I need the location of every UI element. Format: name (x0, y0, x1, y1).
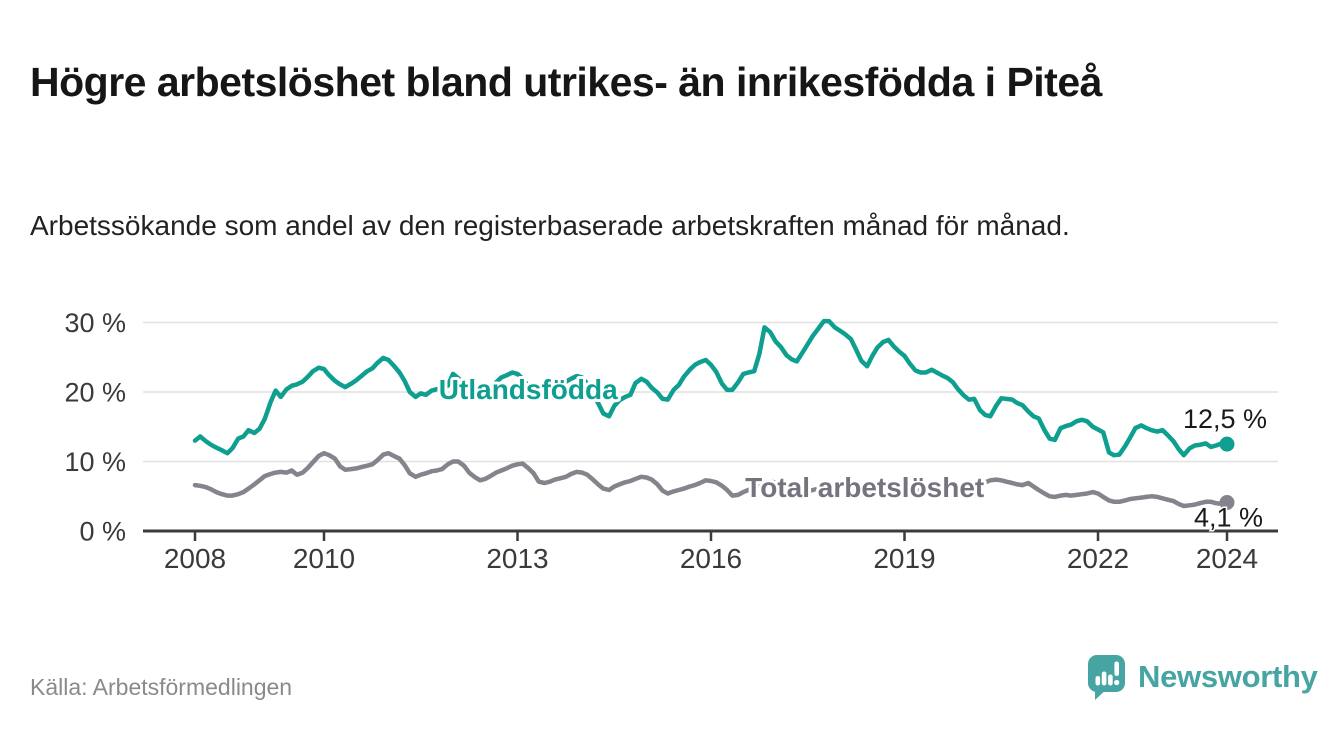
series-line-total-arbetsloshet (192, 450, 1230, 509)
series-end-dot-utlandsfodda (1219, 436, 1235, 452)
end-value-label-total-arbetsloshet: 4,1 % (1194, 503, 1263, 533)
page-title: Högre arbetslöshet bland utrikes- än inr… (30, 59, 1102, 106)
x-tick-label-2008: 2008 (164, 543, 226, 574)
x-tick-label-2016: 2016 (680, 543, 742, 574)
end-value-label-utlandsfodda: 12,5 % (1183, 404, 1267, 434)
line-chart: 0 % 10 % 20 % 30 % 2008 2010 2013 2016 2019 2022 2… (64, 308, 1278, 574)
y-tick-label-30: 30 % (64, 308, 126, 338)
x-tick-label-2022: 2022 (1067, 543, 1129, 574)
x-tick-label-2024: 2024 (1196, 543, 1258, 574)
page-subtitle: Arbetssökande som andel av den registerb… (30, 210, 1070, 241)
x-tick-label-2010: 2010 (293, 543, 355, 574)
y-tick-label-20: 20 % (64, 377, 126, 407)
series-label-utlandsfodda: Utlandsfödda (439, 374, 618, 405)
brand-name: Newsworthy (1138, 659, 1318, 694)
series-end-dot-total-arbetsloshet (1219, 495, 1235, 511)
y-tick-label-0: 0 % (79, 516, 126, 546)
brand-logo: Newsworthy (1086, 653, 1318, 702)
newsworthy-bubble-chart-icon (1088, 655, 1125, 700)
y-tick-label-10: 10 % (64, 447, 126, 477)
series-line-utlandsfodda (192, 318, 1230, 458)
series-label-total-arbetsloshet: Total arbetslöshet (745, 472, 984, 503)
x-tick-label-2013: 2013 (486, 543, 548, 574)
x-tick-label-2019: 2019 (873, 543, 935, 574)
source-attribution: Källa: Arbetsförmedlingen (30, 674, 293, 700)
